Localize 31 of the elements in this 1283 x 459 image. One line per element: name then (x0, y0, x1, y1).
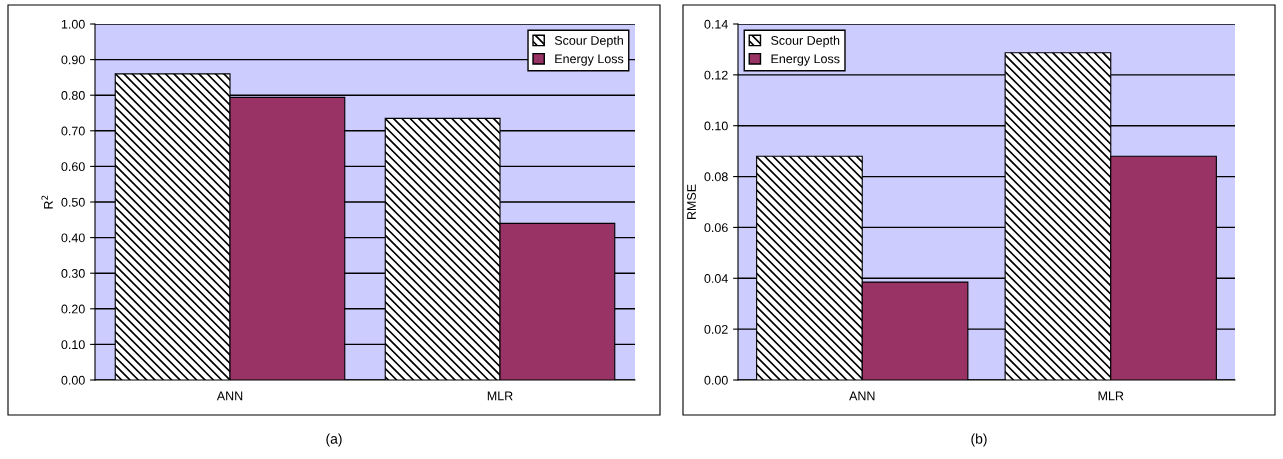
y-tick-label: 0.50 (61, 197, 85, 207)
y-tick-label: 0.80 (61, 91, 85, 100)
y-tick-label: 0.10 (704, 121, 728, 131)
text: (b) (971, 433, 987, 447)
y-tick-label: 0.70 (61, 126, 85, 136)
legend-label: Energy Loss (555, 54, 624, 66)
y-tick-label: 0.90 (61, 55, 85, 65)
y-tick-label: 0.30 (61, 269, 85, 278)
legend-label: Energy Loss (771, 54, 840, 66)
y-axis-title: R$^{2}$ (41, 195, 53, 209)
y-tick-label: 0.20 (61, 304, 85, 314)
y-tick-label: 0.10 (61, 340, 85, 350)
y-tick-label: 0.04 (704, 274, 728, 283)
y-tick-label: 0.08 (704, 172, 728, 182)
legend-label: Scour Depth (771, 35, 840, 48)
x-tick-label: MLR (1098, 391, 1124, 401)
y-tick-label: 0.02 (704, 324, 728, 334)
y-axis-title: RMSE (687, 184, 696, 220)
x-tick-label: ANN (216, 391, 243, 401)
y-tick-label: 0.00 (704, 375, 728, 385)
x-tick-label: ANN (849, 391, 875, 401)
x-tick-label: MLR (487, 391, 513, 401)
legend-label: Scour Depth (554, 35, 623, 48)
y-tick-label: 0.06 (704, 223, 728, 233)
text: (a) (326, 433, 342, 447)
y-tick-label: 0.14 (704, 19, 728, 29)
y-tick-label: 0.40 (61, 233, 85, 243)
y-tick-label: 0.12 (704, 70, 728, 80)
y-tick-label: 0.00 (61, 375, 85, 385)
y-tick-label: 0.60 (61, 162, 85, 172)
y-tick-label: 1.00 (61, 19, 85, 29)
